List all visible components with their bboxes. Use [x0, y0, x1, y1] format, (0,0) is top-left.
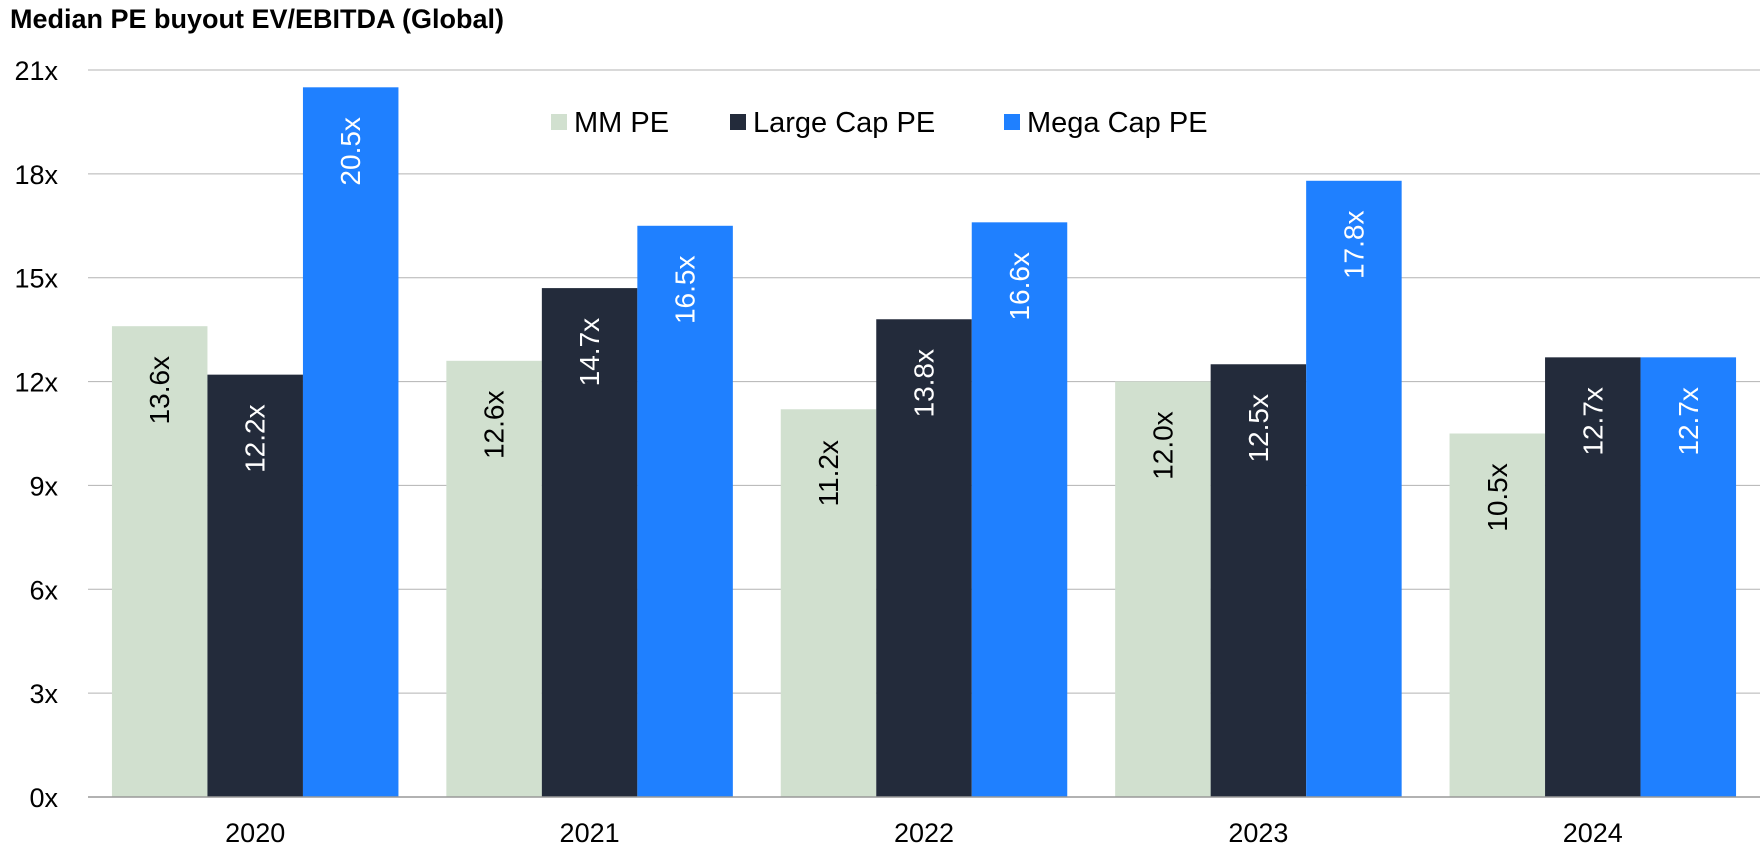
legend-swatch [551, 114, 567, 130]
y-tick-label: 15x [14, 264, 58, 294]
x-tick-label: 2024 [1563, 818, 1623, 848]
bar [207, 374, 303, 797]
bar [780, 409, 877, 797]
bar [446, 360, 542, 797]
legend-label: Mega Cap PE [1027, 107, 1208, 139]
data-label: 12.2x [240, 404, 271, 473]
axes: 0x 3x 6x 9x 12x 15x 18x 21x 2020 2021 2022 2023 2024 [14, 56, 1760, 848]
y-tick-label: 0x [29, 783, 58, 813]
data-label: 14.7x [574, 318, 605, 387]
legend-label: Large Cap PE [753, 107, 935, 139]
legend-label: MM PE [574, 107, 669, 139]
bar [302, 87, 399, 798]
bar [111, 326, 208, 797]
data-label: 13.8x [909, 349, 940, 418]
data-label: 20.5x [335, 117, 366, 186]
chart-title: Median PE buyout EV/EBITDA (Global) [10, 4, 505, 34]
bar [1545, 357, 1641, 797]
x-tick-label: 2022 [894, 818, 954, 848]
data-label: 16.6x [1004, 252, 1035, 321]
bar [1306, 180, 1402, 797]
x-tick-label: 2021 [560, 818, 620, 848]
y-tick-label: 21x [14, 56, 58, 86]
x-tick-label: 2023 [1228, 818, 1288, 848]
bar [1210, 364, 1307, 797]
data-label: 12.0x [1147, 411, 1178, 480]
y-tick-label: 9x [29, 471, 58, 501]
data-labels: 13.6x 12.2x 20.5x 12.6x 14.7x 16.5x 11.2x 13.8x… [144, 117, 1704, 532]
data-label: 11.2x [813, 440, 844, 506]
legend-swatch [1004, 114, 1020, 130]
bar [971, 222, 1068, 798]
bar [541, 288, 638, 797]
data-label: 13.6x [144, 356, 175, 425]
data-label: 12.7x [1673, 387, 1704, 456]
data-label: 10.5x [1482, 463, 1513, 532]
x-tick-label: 2020 [225, 818, 285, 848]
legend: MM PE Large Cap PE Mega Cap PE [551, 107, 1208, 139]
bar [1640, 357, 1737, 797]
data-label: 12.7x [1577, 387, 1608, 456]
bar [876, 319, 972, 797]
y-tick-label: 18x [14, 160, 58, 190]
bar [637, 225, 733, 798]
y-tick-label: 12x [14, 368, 58, 398]
data-label: 12.5x [1243, 394, 1274, 463]
bar [1449, 433, 1546, 797]
data-label: 12.6x [479, 391, 510, 460]
bars [111, 87, 1737, 798]
data-label: 17.8x [1338, 211, 1369, 280]
y-tick-label: 3x [29, 679, 58, 709]
legend-swatch [730, 114, 746, 130]
data-label: 16.5x [670, 256, 701, 325]
bar [1115, 381, 1211, 797]
y-tick-label: 6x [29, 575, 58, 605]
